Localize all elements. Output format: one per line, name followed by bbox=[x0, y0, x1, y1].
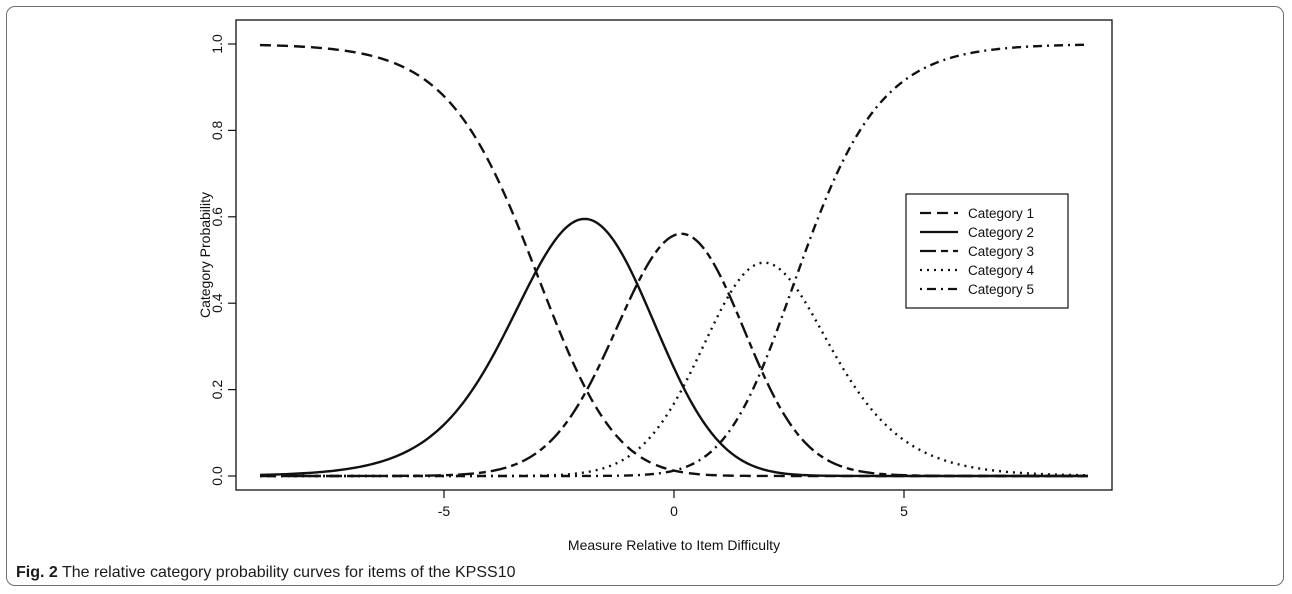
legend-label: Category 3 bbox=[968, 244, 1034, 259]
legend-label: Category 1 bbox=[968, 206, 1034, 221]
legend-label: Category 4 bbox=[968, 263, 1035, 278]
caption-label: Fig. 2 bbox=[16, 564, 58, 581]
x-tick-label: 5 bbox=[900, 503, 908, 519]
y-tick-label: 1.0 bbox=[209, 34, 225, 54]
y-tick-label: 0.0 bbox=[209, 466, 225, 486]
y-axis-label: Category Probability bbox=[197, 192, 213, 318]
x-axis-label: Measure Relative to Item Difficulty bbox=[568, 537, 780, 553]
legend-label: Category 5 bbox=[968, 282, 1034, 297]
y-tick-label: 0.2 bbox=[209, 380, 225, 400]
legend-label: Category 2 bbox=[968, 225, 1034, 240]
figure-caption: Fig. 2 The relative category probability… bbox=[16, 564, 515, 582]
x-tick-label: 0 bbox=[670, 503, 678, 519]
y-tick-label: 0.8 bbox=[209, 120, 225, 140]
caption-text: The relative category probability curves… bbox=[62, 564, 516, 581]
x-tick-label: -5 bbox=[438, 503, 451, 519]
